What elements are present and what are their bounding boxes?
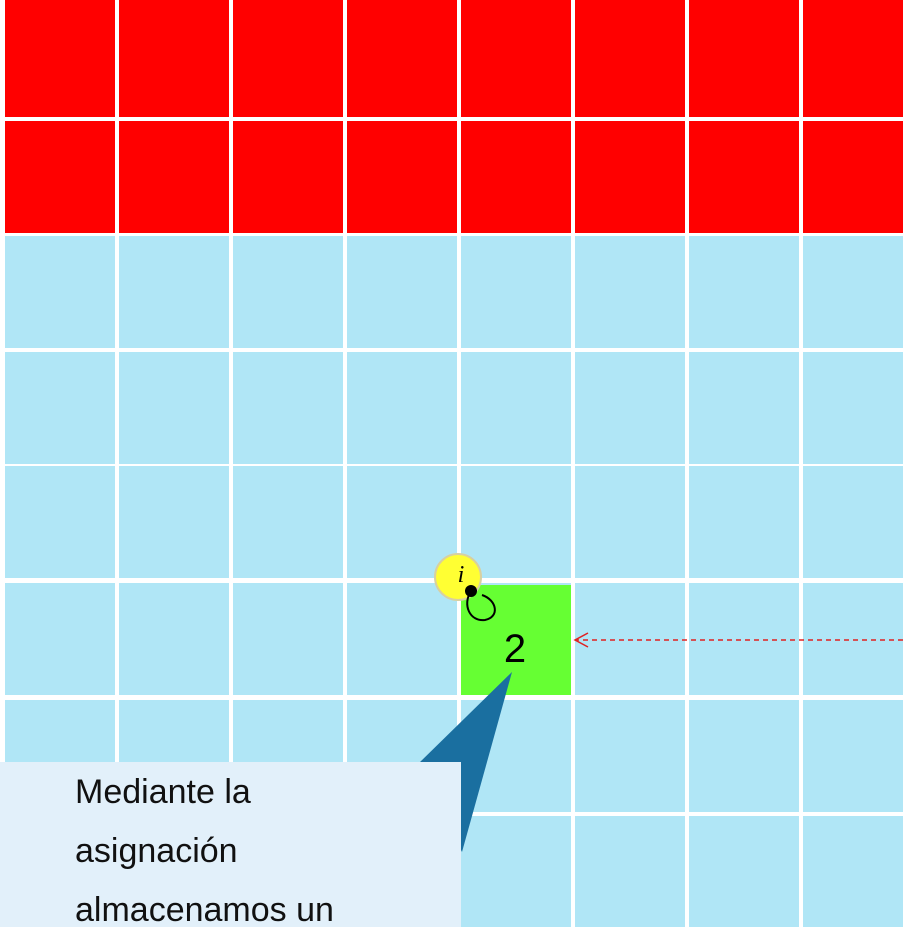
grid-cell: [119, 583, 229, 695]
grid-cell: [575, 700, 685, 812]
arrow-head: [573, 632, 589, 648]
grid-cell: [803, 700, 903, 812]
pointer-loop: [466, 590, 496, 622]
grid-cell: [347, 121, 457, 233]
grid-cell: [233, 352, 343, 464]
grid-cell: [575, 466, 685, 578]
grid-cell: [689, 236, 799, 348]
callout-box: [0, 762, 461, 927]
grid-cell: [461, 816, 571, 927]
grid-cell: [461, 236, 571, 348]
grid-cell: [347, 352, 457, 464]
grid-cell: [119, 352, 229, 464]
grid-cell: [461, 352, 571, 464]
grid-cell: [347, 0, 457, 117]
grid-cell: [803, 236, 903, 348]
grid-cell: [461, 121, 571, 233]
grid-cell: [233, 121, 343, 233]
grid-cell: [5, 121, 115, 233]
grid-cell: [119, 0, 229, 117]
grid-cell: [347, 466, 457, 578]
callout-line: asignación: [75, 832, 238, 870]
grid-cell: [5, 236, 115, 348]
grid-cell: [689, 700, 799, 812]
grid-cell: [5, 466, 115, 578]
grid-cell: [119, 466, 229, 578]
grid-cell: [347, 583, 457, 695]
grid-cell: [575, 352, 685, 464]
grid-cell: [119, 236, 229, 348]
grid-cell: [575, 121, 685, 233]
grid-cell: [689, 352, 799, 464]
grid-cell: [575, 583, 685, 695]
grid-cell: [689, 816, 799, 927]
grid-cell: [5, 0, 115, 117]
grid-cell: [803, 352, 903, 464]
grid-cell: [803, 121, 903, 233]
grid-cell: [575, 0, 685, 117]
grid-cell: [575, 816, 685, 927]
callout-line: almacenamos un: [75, 891, 334, 927]
grid-cell: [233, 0, 343, 117]
grid-cell: [233, 466, 343, 578]
highlighted-cell: [461, 585, 571, 695]
grid-cell: [5, 352, 115, 464]
grid-cell: [803, 466, 903, 578]
cell-value: 2: [504, 627, 526, 671]
callout-line: Mediante la: [75, 773, 251, 811]
grid-cell: [803, 816, 903, 927]
grid-cell: [233, 236, 343, 348]
grid-cell: [233, 583, 343, 695]
grid-cell: [461, 0, 571, 117]
grid-cell: [803, 0, 903, 117]
grid-cell: [803, 583, 903, 695]
grid-cell: [575, 236, 685, 348]
grid-cell: [461, 466, 571, 578]
grid-cell: [689, 583, 799, 695]
grid-cell: [689, 466, 799, 578]
grid-cell: [689, 0, 799, 117]
grid-cell: [347, 236, 457, 348]
pointer-label: i: [458, 562, 465, 588]
grid-cell: [5, 583, 115, 695]
grid-cell: [689, 121, 799, 233]
grid-cell: [119, 121, 229, 233]
